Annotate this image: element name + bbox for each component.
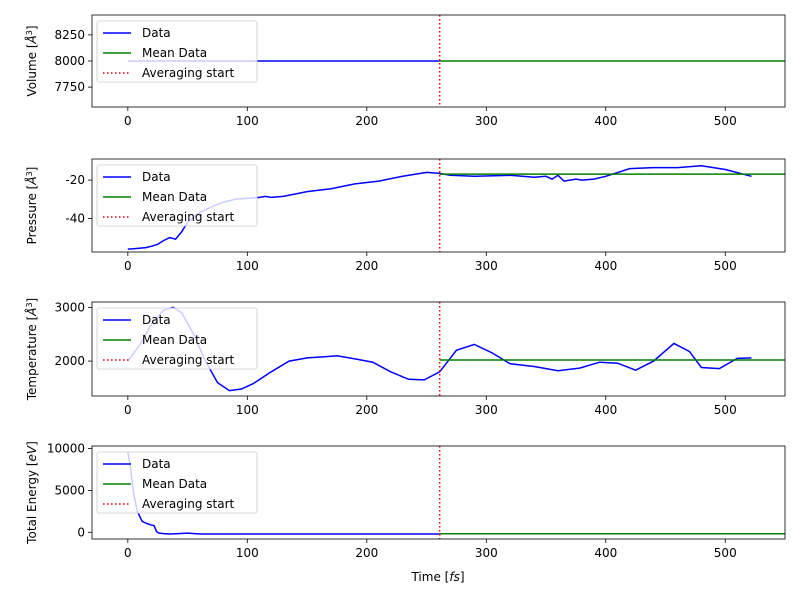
x-tick-label: 100 bbox=[236, 114, 259, 128]
axes-frame bbox=[91, 158, 786, 253]
legend-entry-data-label: Data bbox=[142, 170, 171, 184]
y-tick-label: -20 bbox=[65, 173, 85, 187]
x-tick-label: 200 bbox=[355, 546, 378, 560]
y-tick-label: 2000 bbox=[54, 354, 85, 368]
legend-entry-data-label: Data bbox=[142, 26, 171, 40]
axes-frame bbox=[91, 445, 786, 540]
x-tick-label: 0 bbox=[124, 259, 132, 273]
y-tick-label: 10000 bbox=[47, 442, 85, 456]
x-axis-label: Time [fs] bbox=[410, 570, 464, 584]
legend-entry-data-label: Data bbox=[142, 313, 171, 327]
x-tick-label: 300 bbox=[475, 403, 498, 417]
y-tick-label: 8250 bbox=[54, 28, 85, 42]
x-tick-label: 0 bbox=[124, 546, 132, 560]
x-tick-label: 400 bbox=[594, 114, 617, 128]
legend-box bbox=[96, 307, 258, 370]
legend-entry-mean-label: Mean Data bbox=[142, 477, 207, 491]
y-tick-label: 5000 bbox=[54, 483, 85, 497]
legend-box bbox=[96, 164, 258, 227]
legend-entry-averaging-start-label: Averaging start bbox=[142, 497, 235, 511]
subplot-2: 0 100 200 300 400 500 -40 -20 Pressure [Å3] Data M… bbox=[24, 158, 786, 273]
x-tick-label: 400 bbox=[594, 403, 617, 417]
x-tick-label: 400 bbox=[594, 546, 617, 560]
x-tick-label: 500 bbox=[714, 546, 737, 560]
legend-entry-averaging-start-label: Averaging start bbox=[142, 66, 235, 80]
plot-area bbox=[127, 159, 785, 252]
legend-entry-mean-label: Mean Data bbox=[142, 46, 207, 60]
y-tick-label: 0 bbox=[77, 525, 85, 539]
y-tick-label: -40 bbox=[65, 211, 85, 225]
subplot-3: 0 100 200 300 400 500 2000 3000 Temperature [Å3]… bbox=[24, 298, 786, 417]
y-tick-label: 7750 bbox=[54, 80, 85, 94]
x-tick-label: 300 bbox=[475, 259, 498, 273]
legend-entry-data-label: Data bbox=[142, 457, 171, 471]
legend: Data Mean Data Averaging start bbox=[96, 20, 258, 83]
y-axis-label: Temperature [Å3] bbox=[24, 298, 39, 402]
x-tick-label: 0 bbox=[124, 114, 132, 128]
subplot-1: 0 100 200 300 400 500 7750 8000 8250 Volume [Å3] D… bbox=[24, 14, 786, 128]
data-series-line bbox=[127, 164, 752, 250]
y-tick-label: 8000 bbox=[54, 54, 85, 68]
x-tick-label: 200 bbox=[355, 259, 378, 273]
legend-box bbox=[96, 451, 258, 514]
x-tick-label: 100 bbox=[236, 259, 259, 273]
legend-box bbox=[96, 20, 258, 83]
x-tick-label: 100 bbox=[236, 546, 259, 560]
legend-entry-mean-label: Mean Data bbox=[142, 190, 207, 204]
y-tick-label: 3000 bbox=[54, 300, 85, 314]
legend-entry-mean-label: Mean Data bbox=[142, 333, 207, 347]
x-tick-label: 200 bbox=[355, 114, 378, 128]
x-tick-label: 400 bbox=[594, 259, 617, 273]
x-tick-label: 300 bbox=[475, 114, 498, 128]
axes-frame bbox=[91, 301, 786, 397]
legend: Data Mean Data Averaging start bbox=[96, 451, 258, 514]
x-tick-label: 200 bbox=[355, 403, 378, 417]
x-tick-label: 100 bbox=[236, 403, 259, 417]
y-axis-label: Volume [Å3] bbox=[24, 25, 39, 96]
y-axis-label: Total Energy [eV] bbox=[25, 441, 39, 545]
x-tick-label: 300 bbox=[475, 546, 498, 560]
legend-entry-averaging-start-label: Averaging start bbox=[142, 210, 235, 224]
x-tick-label: 0 bbox=[124, 403, 132, 417]
legend: Data Mean Data Averaging start bbox=[96, 307, 258, 370]
y-axis-label: Pressure [Å3] bbox=[24, 167, 39, 245]
x-tick-label: 500 bbox=[714, 114, 737, 128]
legend: Data Mean Data Averaging start bbox=[96, 164, 258, 227]
legend-entry-averaging-start-label: Averaging start bbox=[142, 353, 235, 367]
x-tick-label: 500 bbox=[714, 259, 737, 273]
x-tick-label: 500 bbox=[714, 403, 737, 417]
